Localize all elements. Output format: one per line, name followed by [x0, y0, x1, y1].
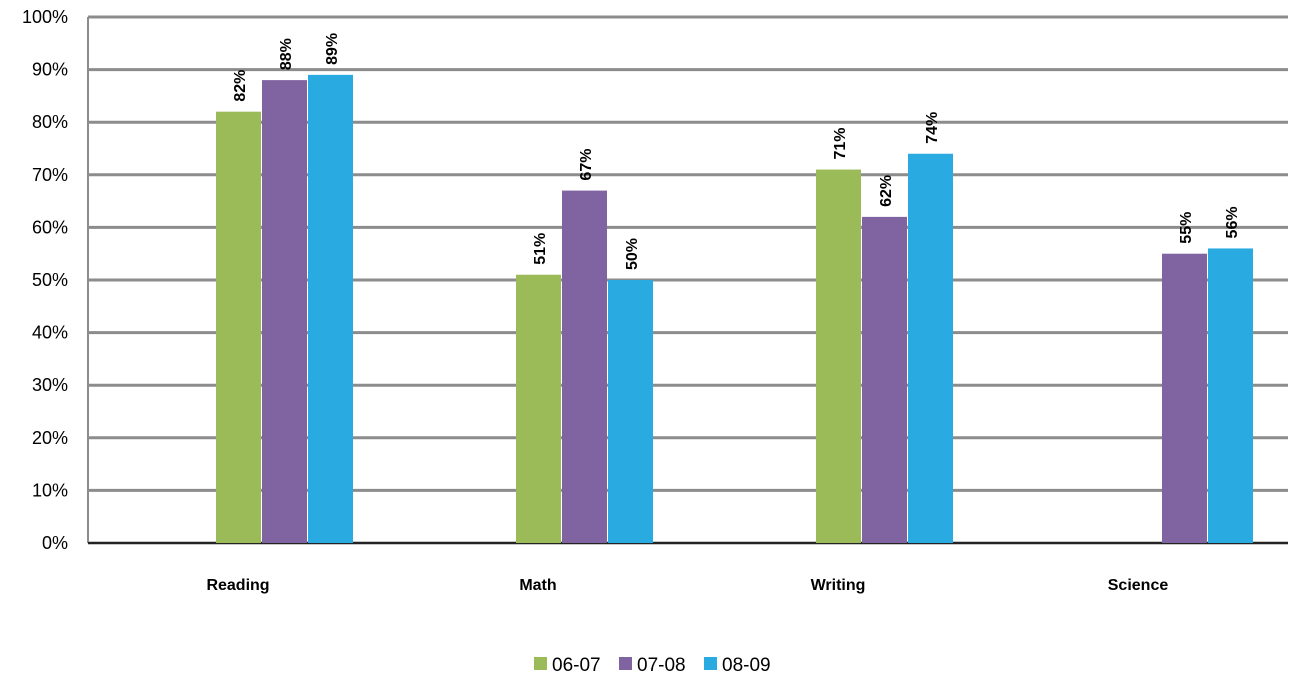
y-tick-label: 100% [22, 7, 68, 27]
x-tick-label: Writing [811, 577, 866, 594]
legend-swatch [619, 657, 632, 670]
data-label: 89% [324, 33, 341, 65]
y-tick-label: 90% [32, 60, 68, 80]
data-label: 50% [624, 238, 641, 270]
data-label: 74% [924, 112, 941, 144]
bar [816, 169, 861, 544]
data-label: 71% [832, 128, 849, 160]
data-label: 51% [532, 233, 549, 265]
y-tick-label: 40% [32, 323, 68, 343]
bar [1162, 253, 1207, 543]
bar [308, 74, 353, 544]
bar [262, 80, 307, 544]
bar [908, 153, 953, 543]
bar [1208, 248, 1253, 543]
bar [562, 190, 607, 543]
y-tick-label: 10% [32, 480, 68, 500]
bar [608, 280, 653, 543]
data-label: 88% [278, 38, 295, 70]
y-tick-label: 80% [32, 112, 68, 132]
legend-label: 07-08 [637, 655, 686, 676]
data-label: 82% [232, 70, 249, 102]
data-label: 62% [878, 175, 895, 207]
legend-swatch [704, 657, 717, 670]
bar [516, 274, 561, 543]
legend-label: 08-09 [722, 655, 771, 676]
y-tick-label: 20% [32, 428, 68, 448]
y-tick-label: 70% [32, 165, 68, 185]
data-label: 55% [1178, 212, 1195, 244]
data-label: 67% [578, 149, 595, 181]
x-tick-label: Reading [206, 577, 269, 594]
bar [862, 216, 907, 543]
y-tick-label: 50% [32, 270, 68, 290]
y-tick-label: 60% [32, 217, 68, 237]
data-label: 56% [1224, 206, 1241, 238]
x-tick-label: Math [519, 577, 556, 594]
y-tick-label: 0% [42, 533, 68, 553]
bar [216, 111, 261, 544]
x-tick-label: Science [1108, 577, 1169, 594]
legend-swatch [534, 657, 547, 670]
y-tick-label: 30% [32, 375, 68, 395]
legend-label: 06-07 [552, 655, 601, 676]
